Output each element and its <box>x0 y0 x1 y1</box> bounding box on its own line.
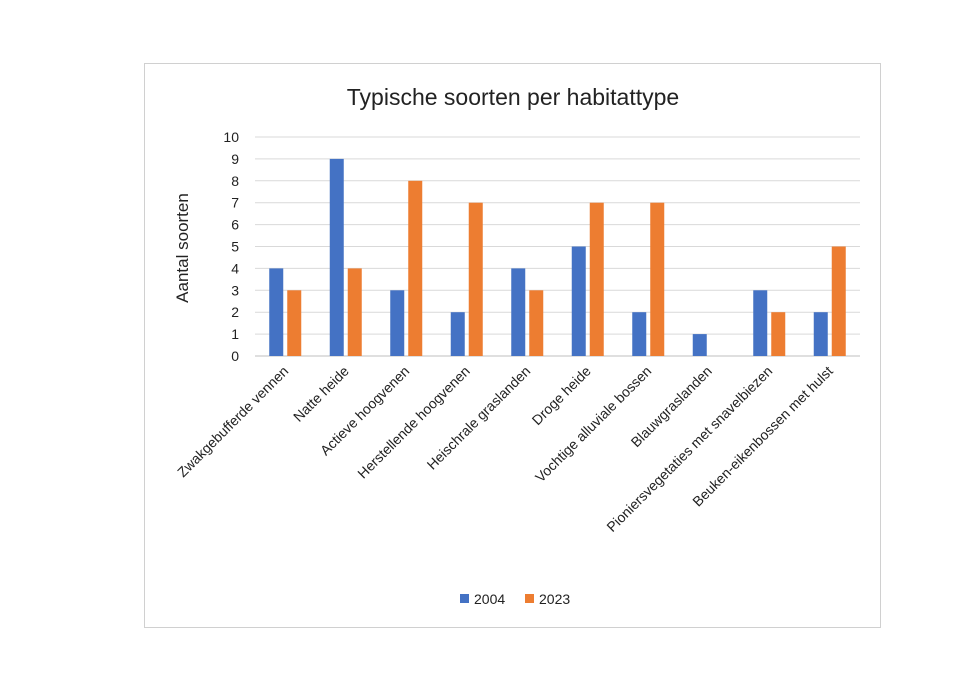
bar-2004 <box>511 268 526 356</box>
bar-2023 <box>468 202 483 356</box>
y-tick-label: 0 <box>231 348 239 364</box>
bar-2004 <box>813 312 828 356</box>
x-category-label: Droge heide <box>529 363 594 428</box>
x-category-label: Natte heide <box>290 363 352 425</box>
legend-label-2004: 2004 <box>474 591 505 607</box>
y-tick-label: 1 <box>231 326 239 342</box>
x-category-label: Herstellende hoogvenen <box>354 363 473 482</box>
y-tick-label: 3 <box>231 282 239 298</box>
bars <box>269 158 846 356</box>
y-tick-label: 10 <box>223 129 239 145</box>
y-tick-label: 8 <box>231 173 239 189</box>
bar-2004 <box>450 312 465 356</box>
y-tick-label: 6 <box>231 217 239 233</box>
bar-2023 <box>831 246 846 356</box>
y-tick-label: 7 <box>231 195 239 211</box>
bar-2023 <box>347 268 362 356</box>
bar-2004 <box>753 290 768 356</box>
legend-swatch-2004 <box>460 594 469 603</box>
bar-2004 <box>329 158 344 356</box>
y-tick-labels: 0 1 2 3 4 5 6 7 8 9 10 <box>223 129 239 364</box>
bar-2004 <box>571 246 586 356</box>
legend-label-2023: 2023 <box>539 591 570 607</box>
x-category-label: Heischrale graslanden <box>424 363 534 473</box>
x-category-label: Vochtige alluviale bossen <box>532 363 654 485</box>
gridlines <box>255 136 860 357</box>
bar-2004 <box>692 334 707 356</box>
y-axis-title: Aantal soorten <box>173 193 192 303</box>
bar-2023 <box>589 202 604 356</box>
y-tick-label: 5 <box>231 239 239 255</box>
legend: 2004 2023 <box>460 591 570 607</box>
bar-2023 <box>771 312 786 356</box>
bar-2004 <box>269 268 284 356</box>
bar-2023 <box>408 180 423 356</box>
legend-swatch-2023 <box>525 594 534 603</box>
bar-2004 <box>632 312 647 356</box>
bar-2023 <box>650 202 665 356</box>
bar-2004 <box>390 290 405 356</box>
bar-2023 <box>287 290 302 356</box>
chart-title: Typische soorten per habitattype <box>347 84 679 110</box>
x-category-label: Zwakgebufferde vennen <box>174 363 291 480</box>
y-tick-label: 4 <box>231 260 239 276</box>
bar-2023 <box>529 290 544 356</box>
y-tick-label: 2 <box>231 304 239 320</box>
y-tick-label: 9 <box>231 151 239 167</box>
